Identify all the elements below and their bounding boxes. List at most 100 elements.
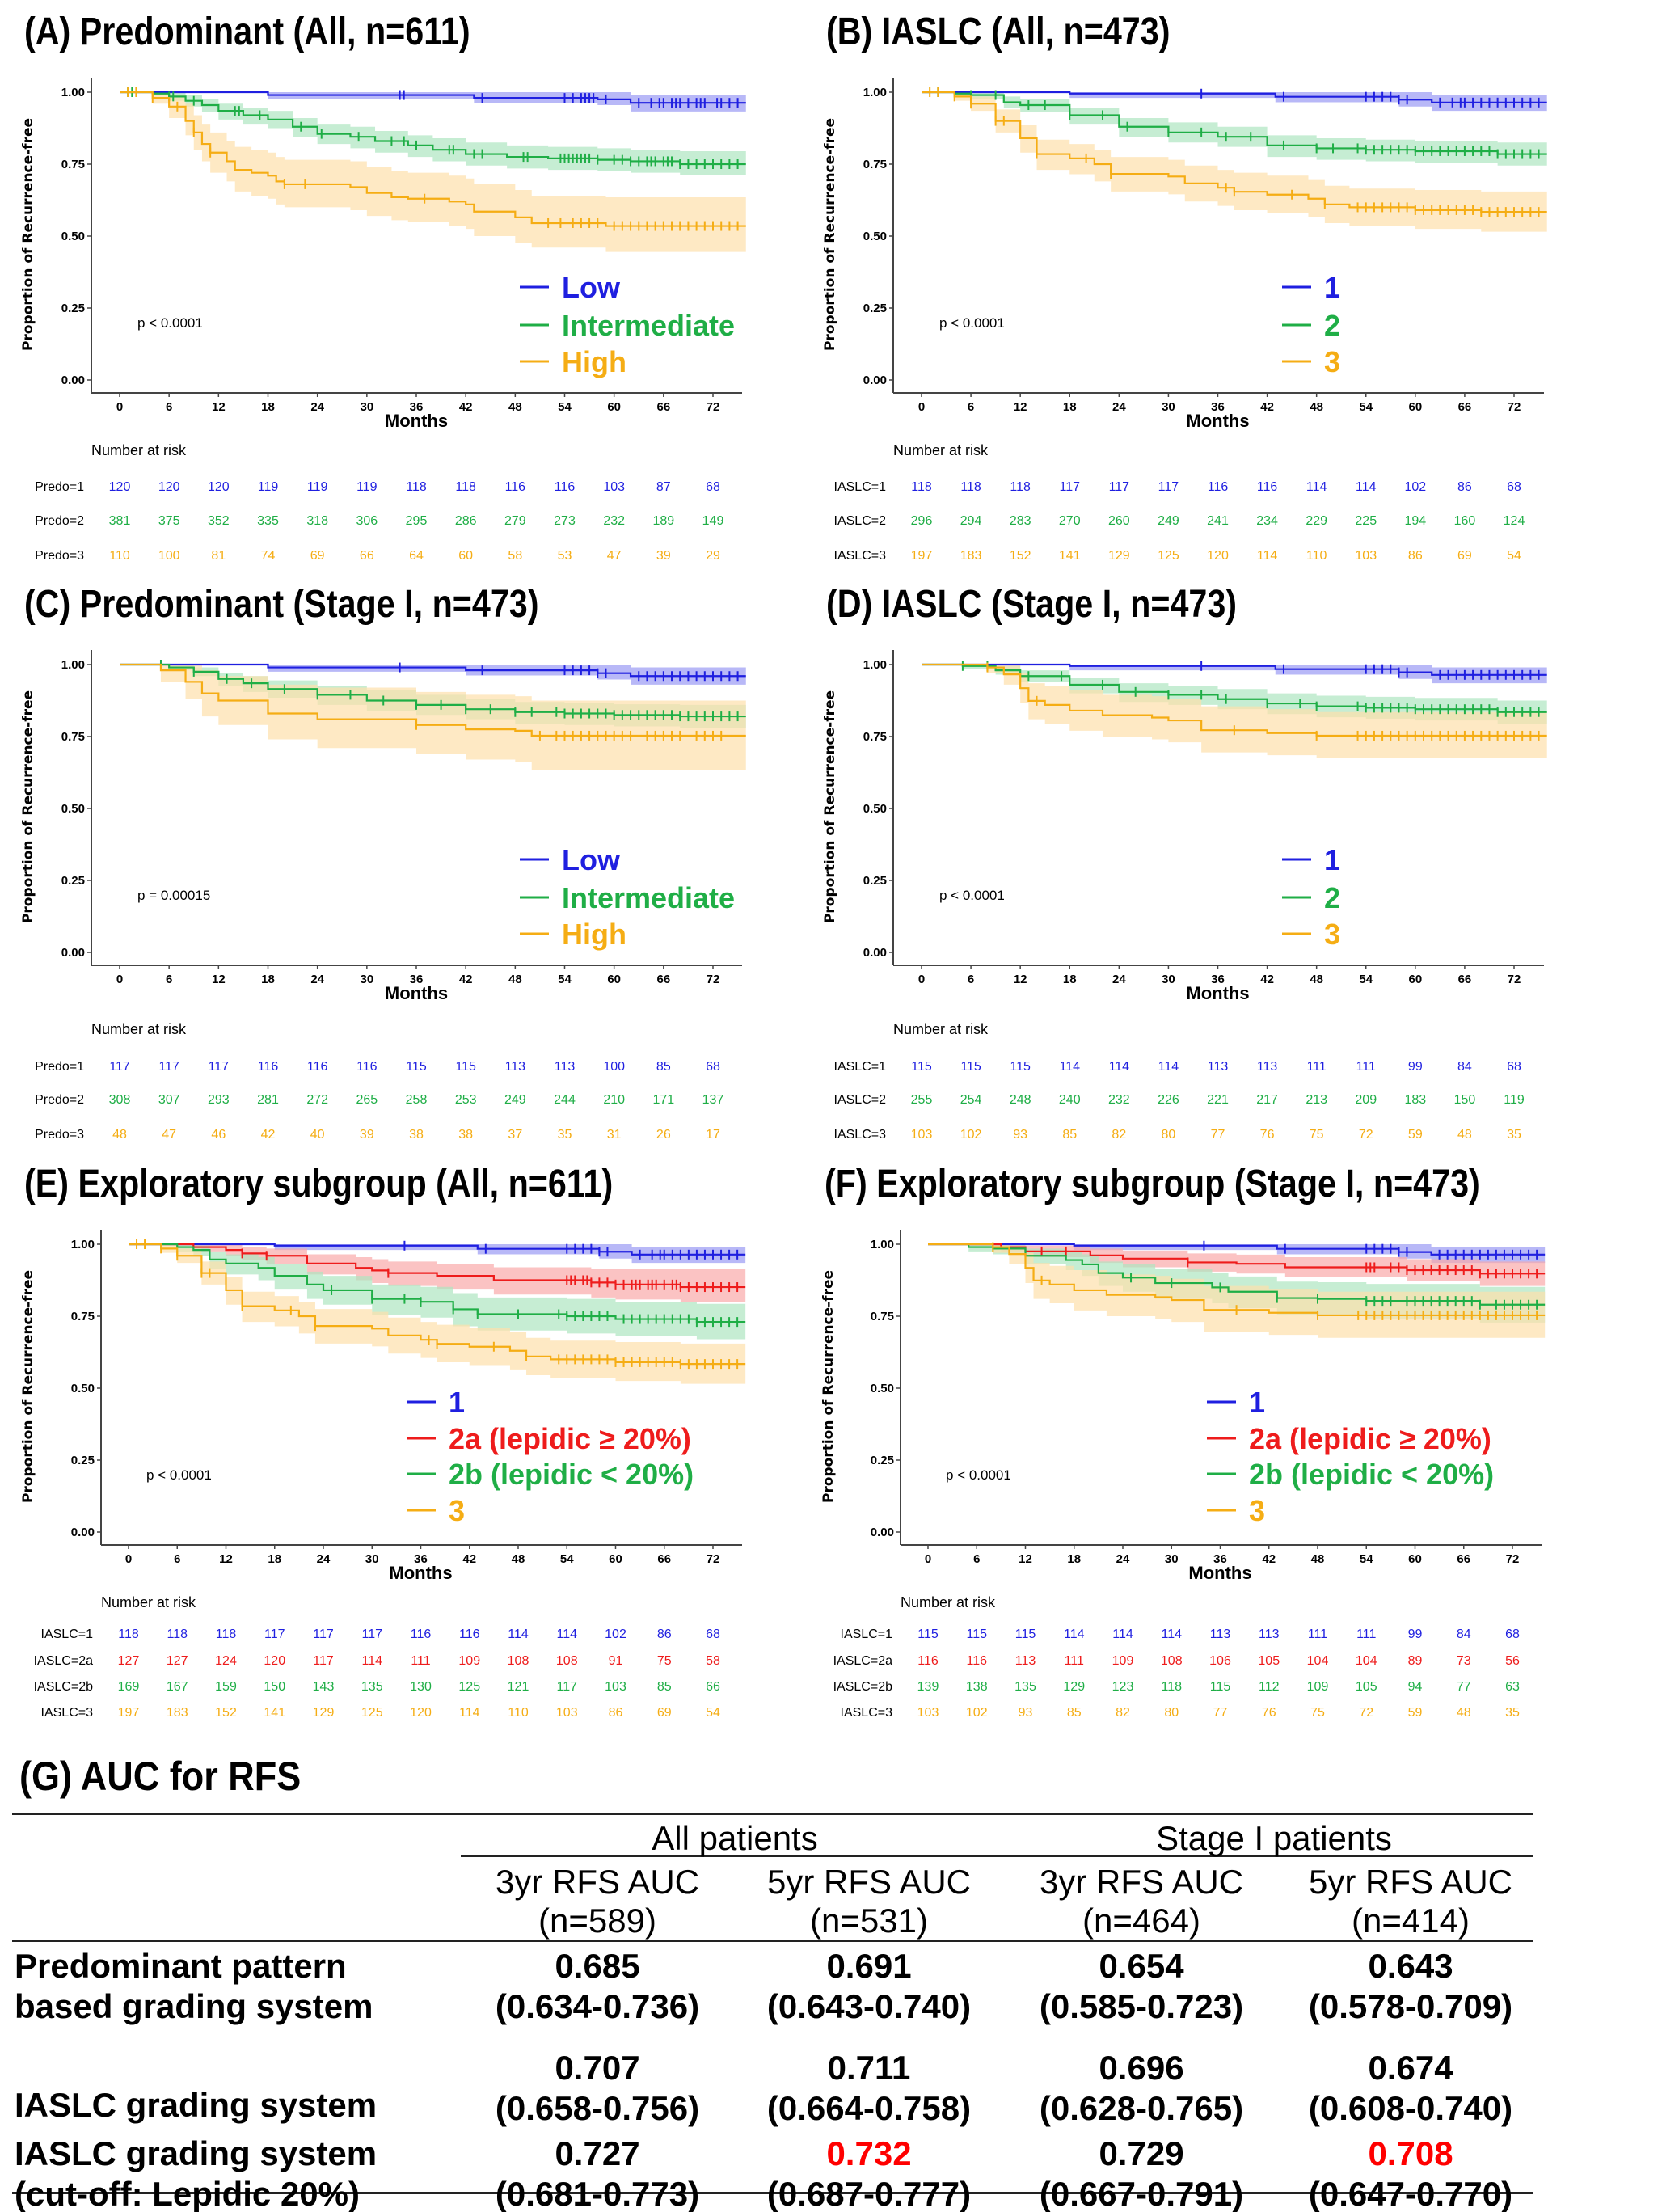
x-tick-label: 6 [174, 1552, 180, 1566]
risk-count: 125 [361, 1706, 383, 1720]
y-tick-label: 0.50 [863, 802, 887, 816]
risk-count: 167 [167, 1680, 188, 1694]
risk-count: 279 [504, 514, 526, 528]
risk-count: 255 [911, 1093, 933, 1107]
risk-count: 104 [1307, 1654, 1329, 1668]
x-axis-label: Months [1186, 983, 1249, 1003]
risk-row-label: IASLC=2a [34, 1654, 93, 1668]
risk-count: 114 [1356, 480, 1377, 494]
km-chart: 0.00 0.25 0.50 0.75 1.00 0 120 381 110 6 120 375 100… [20, 78, 746, 563]
y-axis-label: Proportion of Recurrence-free [820, 1270, 837, 1503]
p-value: p < 0.0001 [939, 315, 1005, 331]
y-tick-label: 1.00 [61, 658, 85, 672]
risk-count: 260 [1108, 514, 1130, 528]
survival-curve [922, 663, 1547, 676]
row-label: based grading system [15, 1987, 373, 2025]
risk-count: 38 [458, 1128, 473, 1142]
risk-count: 69 [1457, 549, 1472, 563]
auc-ci: (0.643-0.740) [766, 1987, 972, 2025]
x-tick-label: 72 [1508, 973, 1521, 986]
x-tick-label: 24 [1112, 400, 1126, 414]
risk-count: 54 [1507, 549, 1521, 563]
survival-curve [120, 91, 746, 104]
x-tick-label: 48 [1310, 400, 1323, 414]
risk-count: 68 [1505, 1627, 1520, 1641]
x-tick-label: 60 [1408, 1552, 1422, 1566]
risk-count: 232 [603, 514, 625, 528]
survival-curve [928, 1243, 1546, 1317]
risk-count: 286 [455, 514, 477, 528]
risk-count: 293 [208, 1093, 230, 1107]
survival-curve [120, 91, 746, 227]
legend-label: High [562, 918, 626, 951]
risk-count: 114 [1064, 1627, 1085, 1641]
risk-count: 26 [656, 1128, 671, 1142]
risk-count: 118 [1010, 480, 1031, 494]
risk-row-label: IASLC=1 [41, 1627, 94, 1641]
risk-count: 86 [1408, 549, 1423, 563]
x-tick-label: 0 [125, 1552, 132, 1566]
x-axis-label: Months [385, 983, 448, 1003]
p-value: p < 0.0001 [146, 1467, 212, 1483]
risk-table-title: Number at risk [91, 1021, 187, 1037]
legend-label: 2 [1324, 881, 1340, 914]
auc-value: 0.685 [555, 1947, 640, 1985]
x-tick-label: 36 [410, 973, 424, 986]
risk-count: 283 [1010, 514, 1031, 528]
x-tick-label: 0 [116, 973, 123, 986]
header-rule [12, 1940, 1533, 1942]
risk-count: 82 [1116, 1706, 1130, 1720]
risk-row-label: IASLC=2b [833, 1680, 892, 1694]
risk-count: 150 [1454, 1093, 1476, 1107]
x-tick-label: 0 [918, 400, 925, 414]
risk-count: 139 [917, 1680, 939, 1694]
risk-count: 116 [1208, 480, 1229, 494]
risk-count: 197 [911, 549, 933, 563]
x-tick-label: 60 [1408, 973, 1422, 986]
y-tick-label: 0.00 [863, 946, 887, 960]
risk-count: 68 [706, 1060, 720, 1074]
risk-count: 39 [656, 549, 671, 563]
risk-table-title: Number at risk [893, 442, 989, 458]
risk-count: 102 [605, 1627, 626, 1641]
risk-count: 272 [306, 1093, 328, 1107]
risk-count: 295 [406, 514, 428, 528]
risk-count: 159 [215, 1680, 237, 1694]
risk-count: 86 [609, 1706, 623, 1720]
column-header-n: (n=414) [1352, 1902, 1470, 1940]
auc-ci: (0.664-0.758) [766, 2089, 972, 2127]
x-tick-label: 54 [558, 400, 572, 414]
risk-count: 307 [158, 1093, 180, 1107]
risk-count: 125 [1158, 549, 1179, 563]
risk-row-label: IASLC=1 [841, 1627, 893, 1641]
risk-count: 120 [158, 480, 180, 494]
risk-count: 100 [603, 1060, 625, 1074]
risk-count: 109 [1112, 1654, 1134, 1668]
risk-count: 110 [109, 549, 130, 563]
risk-count: 29 [706, 549, 720, 563]
y-tick-label: 0.25 [71, 1454, 95, 1467]
risk-count: 265 [356, 1093, 378, 1107]
risk-count: 150 [264, 1680, 285, 1694]
survival-curve [120, 663, 746, 678]
risk-count: 108 [508, 1654, 529, 1668]
x-tick-label: 30 [360, 400, 373, 414]
risk-count: 39 [360, 1128, 374, 1142]
risk-count: 114 [508, 1627, 529, 1641]
y-tick-label: 0.75 [871, 1310, 894, 1323]
auc-ci: (0.585-0.723) [1039, 1987, 1244, 2025]
risk-count: 118 [216, 1627, 237, 1641]
risk-count: 99 [1408, 1627, 1423, 1641]
risk-count: 115 [1010, 1060, 1031, 1074]
auc-value: 0.727 [555, 2134, 640, 2172]
risk-count: 109 [1307, 1680, 1329, 1694]
risk-count: 64 [409, 549, 424, 563]
group-rule [461, 1855, 1533, 1857]
y-axis-label: Proportion of Recurrence-free [822, 118, 838, 351]
risk-count: 58 [508, 549, 522, 563]
risk-count: 254 [960, 1093, 982, 1107]
risk-count: 119 [356, 480, 378, 494]
risk-count: 80 [1164, 1706, 1179, 1720]
risk-count: 308 [109, 1093, 131, 1107]
x-tick-label: 72 [707, 973, 720, 986]
